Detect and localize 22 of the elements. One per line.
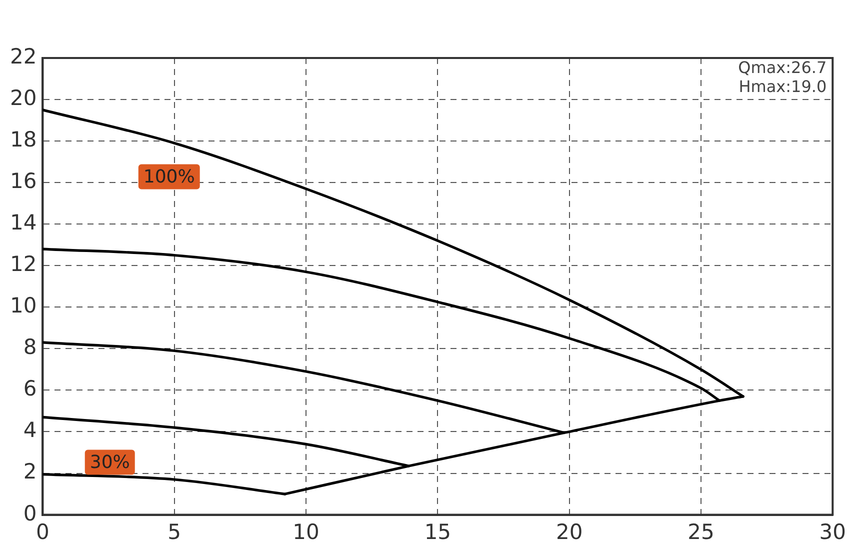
annotation: 100% [143,166,195,188]
y-tick-label: 20 [10,86,37,110]
y-tick-label: 4 [23,418,37,442]
y-tick-label: 14 [10,210,37,235]
x-tick-label: 10 [292,520,320,544]
annotation: Qmax:26.7 [738,58,827,78]
y-tick-label: 22 [10,44,37,68]
y-tick-label: 16 [10,169,37,194]
x-tick-label: 15 [424,520,452,544]
x-tick-label: 5 [168,520,182,544]
y-tick-label: 10 [10,294,37,318]
x-tick-label: 30 [819,520,846,544]
y-tick-label: 0 [23,501,37,526]
x-tick-label: 20 [556,520,583,544]
annotation: 30% [90,452,130,473]
x-tick-label: 25 [688,520,714,544]
y-tick-label: 18 [10,128,37,152]
y-tick-label: 2 [23,460,37,484]
annotation: Hmax:19.0 [738,77,827,96]
y-tick-label: 8 [23,335,37,360]
y-tick-label: 12 [10,252,37,276]
y-tick-label: 6 [23,376,37,401]
